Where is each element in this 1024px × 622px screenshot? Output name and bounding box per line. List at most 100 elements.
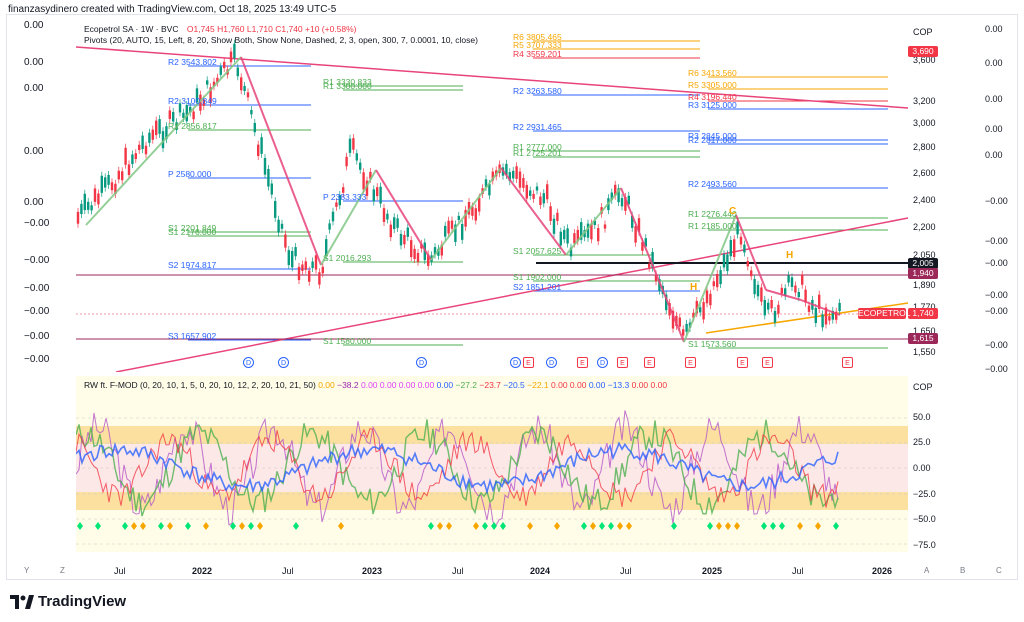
time-axis-label[interactable]: 2025	[702, 566, 723, 576]
oscillator-lines	[76, 410, 839, 527]
pivots-legend[interactable]: Pivots (20, AUTO, 15, Left, 8, 20, Show …	[84, 35, 478, 45]
earnings-marker[interactable]: E	[617, 357, 628, 368]
osc-axis-label[interactable]: 0.00	[913, 463, 931, 473]
osc-value-1: −38.2	[334, 380, 359, 390]
outer-axis-label: −0.00	[985, 340, 1008, 350]
outer-axis-label: −0.00	[985, 258, 1008, 268]
pivot-labels: R2 3543.802 R2 3100.849 R1 2856.817 P 2580.…	[168, 32, 737, 349]
corner-button-z[interactable]: Z	[60, 566, 65, 575]
price-axis-label[interactable]: 3,200	[913, 96, 936, 106]
earnings-marker[interactable]: E	[644, 357, 655, 368]
earnings-marker[interactable]: E	[577, 357, 588, 368]
left-axis-label: −0.00	[24, 306, 50, 317]
outer-axis-label: 0.00	[985, 24, 1003, 34]
osc-value-9: −20.5	[500, 380, 525, 390]
price-axis-label[interactable]: 2,400	[913, 195, 936, 205]
pivot-label: S1 1580.000	[323, 336, 371, 346]
pivot-label: S1 2057.625	[513, 246, 561, 256]
price-axis-label[interactable]: 1,550	[913, 347, 936, 357]
osc-value-15: 0.00	[629, 380, 649, 390]
pivot-label: R2 2931.465	[513, 122, 562, 132]
price-axis-label[interactable]: 3,600	[913, 55, 936, 65]
dividend-marker[interactable]: D	[510, 357, 521, 368]
oscillator-panel[interactable]	[76, 376, 908, 552]
osc-axis-label[interactable]: 50.0	[913, 412, 931, 422]
left-axis-label: 0.00	[24, 197, 44, 208]
dividend-marker[interactable]: D	[278, 357, 289, 368]
osc-value-5: 0.00	[415, 380, 435, 390]
pivot-label: R2 3263.580	[513, 86, 562, 96]
pivot-label: R1 2856.817	[168, 121, 217, 131]
dividend-marker[interactable]: D	[416, 357, 427, 368]
osc-axis-label[interactable]: −25.0	[913, 489, 936, 499]
price-axis-label[interactable]: 2,200	[913, 222, 936, 232]
price-axis-label[interactable]: 2,600	[913, 168, 936, 178]
price-tag: 1,940	[908, 268, 938, 279]
time-axis-label[interactable]: Jul	[114, 566, 126, 576]
osc-value-16: 0.00	[648, 380, 668, 390]
oscillator-legend[interactable]: RW ft. F-MOD (0, 20, 10, 1, 5, 0, 20, 10…	[84, 380, 667, 390]
osc-value-13: 0.00	[586, 380, 606, 390]
osc-value-11: 0.00	[548, 380, 568, 390]
pattern-label: H	[786, 250, 794, 261]
upper-trendline	[76, 46, 908, 109]
dividend-marker[interactable]: D	[243, 357, 254, 368]
outer-axis-label: −0.00	[985, 306, 1008, 316]
time-axis-label[interactable]: 2026	[872, 566, 893, 576]
dividend-marker[interactable]: D	[546, 357, 557, 368]
osc-axis-label[interactable]: 25.0	[913, 437, 931, 447]
ohlc-values: O1,745 H1,760 L1,710 C1,740 +10 (+0.58%)	[186, 24, 357, 34]
price-axis-label[interactable]: 1,770	[913, 302, 936, 312]
time-axis-label[interactable]: 2022	[192, 566, 213, 576]
corner-button-y[interactable]: Y	[24, 566, 30, 575]
time-axis-label[interactable]: Jul	[792, 566, 804, 576]
pivot-label: R3 2845.000	[688, 131, 737, 141]
outer-axis-label: −0.00	[985, 364, 1008, 374]
osc-value-3: 0.00	[377, 380, 397, 390]
price-axis-label[interactable]: 1,650	[913, 326, 936, 336]
corner-button-a[interactable]: A	[924, 566, 930, 575]
overbought-band	[76, 426, 908, 444]
price-axis-label[interactable]: 1,890	[913, 280, 936, 290]
chart-frame	[6, 14, 1018, 580]
left-axis-label: 0.00	[24, 20, 44, 31]
left-axis-label: 0.00	[24, 146, 44, 157]
earnings-marker[interactable]: E	[737, 357, 748, 368]
price-axis-label[interactable]: 3,000	[913, 118, 936, 128]
price-axis-label[interactable]: 2,050	[913, 250, 936, 260]
pivot-label: R1 3300.000	[323, 81, 372, 91]
time-axis-label[interactable]: 2024	[530, 566, 551, 576]
corner-button-b[interactable]: B	[960, 566, 966, 575]
symbol-name[interactable]: Ecopetrol SA · 1W · BVC	[84, 24, 179, 34]
price-axis-label[interactable]: 2,800	[913, 142, 936, 152]
outer-axis-label: 0.00	[985, 150, 1003, 160]
pivot-label: S1 2201.849	[168, 223, 216, 233]
tradingview-logo-icon	[10, 594, 34, 609]
earnings-marker[interactable]: E	[842, 357, 853, 368]
earnings-marker[interactable]: E	[685, 357, 696, 368]
time-axis-label[interactable]: Jul	[282, 566, 294, 576]
left-axis-label: −0.00	[24, 283, 50, 294]
osc-axis-label[interactable]: −75.0	[913, 540, 936, 550]
outer-axis-label: −0.00	[985, 236, 1008, 246]
pivot-lines	[188, 40, 888, 349]
brand-name: TradingView	[38, 593, 127, 610]
symbol-legend[interactable]: Ecopetrol SA · 1W · BVC O1,745 H1,760 L1…	[84, 24, 357, 34]
time-axis-label[interactable]: Jul	[620, 566, 632, 576]
oscillator-name[interactable]: RW ft. F-MOD (0, 20, 10, 1, 5, 0, 20, 10…	[84, 380, 316, 390]
dividend-marker[interactable]: D	[597, 357, 608, 368]
pivot-label: S2 1974.817	[168, 260, 216, 270]
left-axis-label: 0.00	[24, 83, 44, 94]
time-axis-label[interactable]: 2023	[362, 566, 383, 576]
price-tag: 2,005	[908, 258, 938, 269]
corner-button-c[interactable]: C	[996, 566, 1002, 575]
earnings-marker[interactable]: E	[523, 357, 534, 368]
tradingview-logo[interactable]: TradingView	[10, 593, 126, 610]
osc-value-4: 0.00	[396, 380, 416, 390]
price-panel[interactable]: R2 3543.802 R2 3100.849 R1 2856.817 P 2580.…	[76, 20, 908, 372]
earnings-marker[interactable]: E	[762, 357, 773, 368]
chart-caption: finanzasydinero created with TradingView…	[8, 4, 337, 15]
time-axis-label[interactable]: Jul	[452, 566, 464, 576]
osc-value-12: 0.00	[567, 380, 587, 390]
osc-axis-label[interactable]: −50.0	[913, 514, 936, 524]
